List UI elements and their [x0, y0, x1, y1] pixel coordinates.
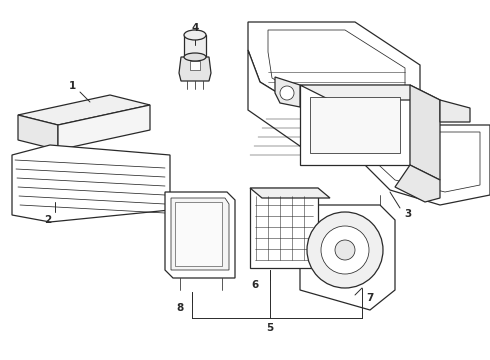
- Polygon shape: [395, 165, 440, 202]
- Ellipse shape: [184, 53, 206, 61]
- Polygon shape: [368, 132, 480, 192]
- Circle shape: [280, 86, 294, 100]
- Text: 5: 5: [267, 323, 273, 333]
- Polygon shape: [300, 85, 410, 165]
- Polygon shape: [440, 100, 470, 122]
- Polygon shape: [250, 188, 330, 198]
- Polygon shape: [12, 145, 170, 222]
- Polygon shape: [175, 202, 222, 266]
- Text: 3: 3: [404, 209, 412, 219]
- Text: 6: 6: [251, 280, 259, 290]
- Text: 7: 7: [367, 293, 374, 303]
- Polygon shape: [18, 95, 150, 125]
- Polygon shape: [275, 77, 300, 107]
- Polygon shape: [300, 205, 395, 310]
- Text: 2: 2: [45, 215, 51, 225]
- Text: 1: 1: [69, 81, 75, 91]
- Polygon shape: [248, 22, 420, 125]
- Polygon shape: [171, 198, 229, 270]
- Polygon shape: [179, 57, 211, 81]
- Circle shape: [321, 226, 369, 274]
- Polygon shape: [250, 188, 318, 268]
- Polygon shape: [58, 105, 150, 150]
- Ellipse shape: [184, 30, 206, 40]
- Polygon shape: [18, 115, 58, 150]
- Circle shape: [307, 212, 383, 288]
- Polygon shape: [410, 85, 440, 180]
- Polygon shape: [184, 35, 206, 57]
- Polygon shape: [300, 85, 440, 100]
- Polygon shape: [248, 50, 390, 160]
- Polygon shape: [268, 30, 405, 115]
- Text: 8: 8: [176, 303, 184, 313]
- Polygon shape: [310, 97, 400, 153]
- Circle shape: [335, 240, 355, 260]
- Polygon shape: [190, 61, 200, 70]
- Polygon shape: [350, 125, 490, 205]
- Text: 4: 4: [191, 23, 198, 33]
- Polygon shape: [165, 192, 235, 278]
